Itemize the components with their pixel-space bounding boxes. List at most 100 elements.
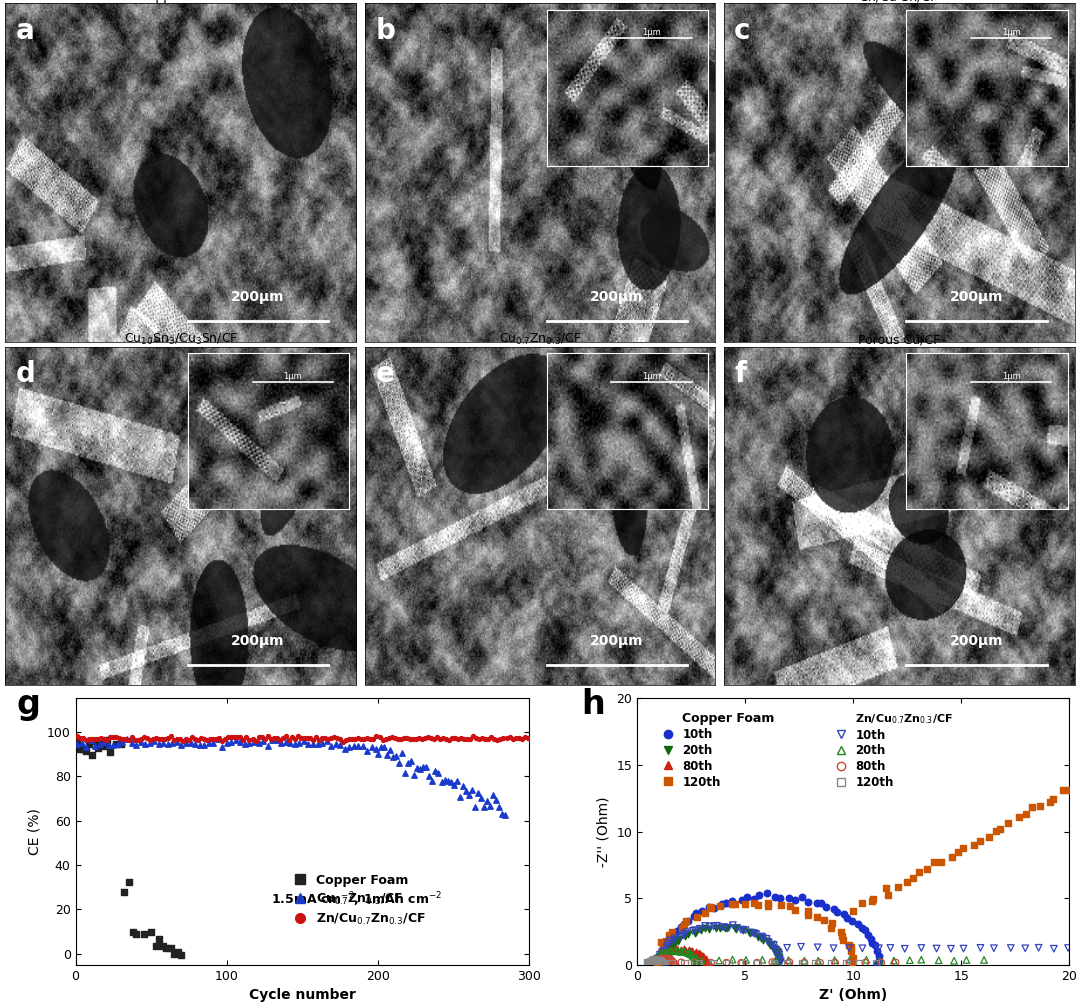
Point	[222, 735, 240, 751]
Point	[665, 930, 683, 946]
Point	[740, 924, 757, 940]
Point	[189, 733, 206, 749]
Point	[457, 783, 474, 799]
Point	[265, 731, 282, 747]
Point	[404, 731, 421, 747]
Point	[159, 730, 176, 746]
Point	[670, 933, 687, 949]
Point	[271, 732, 288, 748]
Y-axis label: CE (%): CE (%)	[27, 808, 41, 855]
Point	[647, 954, 664, 970]
Point	[856, 955, 874, 971]
Point	[278, 729, 295, 745]
Point	[759, 934, 777, 950]
Point	[332, 737, 349, 753]
Point	[645, 952, 662, 968]
Point	[418, 759, 435, 775]
Point	[987, 823, 1004, 839]
Point	[664, 924, 681, 940]
Point	[507, 730, 524, 746]
Point	[232, 729, 249, 745]
Point	[646, 953, 663, 969]
Point	[446, 730, 463, 746]
Point	[873, 955, 890, 971]
Point	[259, 738, 276, 754]
Point	[241, 733, 258, 749]
Point	[704, 956, 721, 972]
Point	[647, 951, 664, 967]
Point	[823, 915, 840, 931]
Point	[675, 943, 692, 959]
Point	[676, 944, 693, 960]
Point	[170, 944, 187, 960]
Point	[108, 736, 125, 752]
Point	[697, 906, 714, 922]
Point	[78, 733, 95, 749]
Point	[688, 950, 705, 966]
Point	[942, 941, 959, 957]
Point	[654, 949, 672, 965]
Point	[218, 735, 235, 751]
Point	[843, 913, 861, 929]
Point	[698, 954, 715, 970]
Point	[676, 942, 693, 958]
Point	[644, 957, 661, 973]
Point	[100, 737, 118, 753]
Point	[108, 729, 125, 745]
Point	[693, 903, 711, 920]
Legend: Copper Foam, Cu$_{0.7}$Zn$_{0.3}$/CF, Zn/Cu$_{0.7}$Zn$_{0.3}$/CF: Copper Foam, Cu$_{0.7}$Zn$_{0.3}$/CF, Zn…	[283, 868, 431, 932]
Point	[191, 737, 208, 753]
Point	[653, 951, 671, 967]
Point	[840, 940, 858, 956]
Title: Cu$_{10}$Sn$_3$/Cu$_3$Sn/CF: Cu$_{10}$Sn$_3$/Cu$_3$Sn/CF	[124, 332, 238, 347]
Point	[863, 893, 880, 910]
Point	[665, 933, 683, 949]
Point	[675, 917, 692, 933]
Point	[666, 956, 684, 972]
Point	[652, 952, 670, 968]
Point	[652, 954, 670, 970]
Point	[510, 730, 527, 746]
Point	[310, 732, 327, 748]
Point	[308, 729, 325, 745]
Title: Copper Foam: Copper Foam	[139, 0, 222, 3]
Point	[669, 942, 686, 958]
Point	[728, 920, 745, 936]
Point	[237, 737, 254, 753]
Point	[327, 736, 345, 752]
Point	[68, 736, 85, 752]
Point	[780, 952, 797, 968]
Point	[649, 953, 666, 969]
Point	[96, 731, 113, 747]
Point	[715, 919, 732, 935]
Point	[1031, 798, 1049, 814]
Point	[738, 952, 755, 968]
Point	[897, 873, 915, 889]
Point	[808, 910, 825, 926]
Text: g: g	[16, 687, 41, 721]
Point	[81, 731, 98, 747]
Point	[657, 947, 674, 963]
Point	[642, 954, 659, 970]
Point	[403, 754, 420, 770]
Point	[701, 899, 718, 916]
Point	[751, 887, 768, 903]
Point	[93, 731, 110, 747]
Point	[1041, 794, 1058, 810]
Point	[864, 890, 881, 907]
Point	[750, 896, 767, 913]
Point	[666, 935, 684, 951]
Point	[764, 954, 781, 970]
Point	[834, 928, 851, 944]
Point	[705, 899, 723, 916]
Point	[841, 952, 859, 968]
Point	[504, 732, 522, 748]
Point	[195, 731, 213, 747]
Point	[896, 941, 914, 957]
Title: Porous Cu/CF: Porous Cu/CF	[858, 334, 941, 347]
Point	[408, 761, 426, 777]
Point	[323, 738, 340, 754]
Point	[359, 743, 376, 759]
Point	[799, 902, 816, 919]
Point	[679, 945, 697, 961]
